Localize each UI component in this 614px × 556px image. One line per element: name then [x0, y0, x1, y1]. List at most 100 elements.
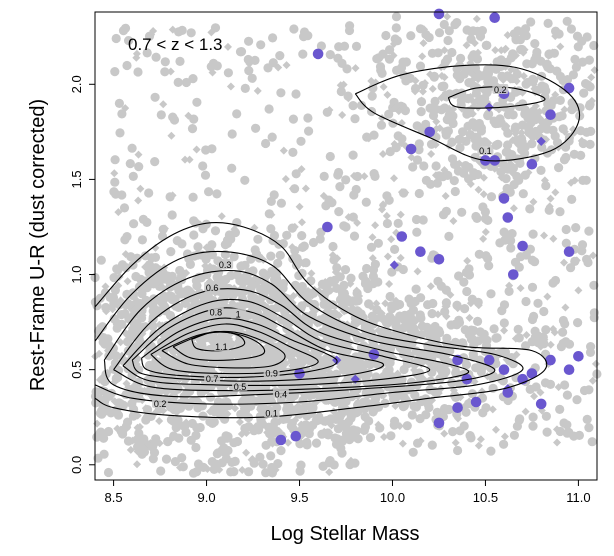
background-point	[313, 353, 323, 363]
background-point	[157, 298, 167, 308]
background-point	[244, 36, 254, 46]
background-point	[156, 110, 166, 120]
background-point	[385, 147, 395, 157]
background-point	[123, 277, 132, 286]
background-point	[91, 387, 101, 397]
background-point	[414, 188, 424, 199]
axes-layer: 8.5 9.0 9.5 10.0 10.5 11.00.00.51.01.52.0	[69, 11, 598, 505]
background-point	[362, 263, 372, 274]
background-point	[585, 139, 595, 149]
background-point	[383, 252, 392, 261]
background-point	[558, 75, 568, 86]
contour-label: 0.4	[275, 389, 288, 399]
background-point	[223, 68, 233, 78]
background-point	[589, 280, 599, 290]
background-point	[419, 39, 428, 48]
background-point	[295, 466, 305, 476]
background-point	[591, 359, 600, 368]
background-point	[344, 362, 353, 371]
highlight-point	[312, 48, 324, 60]
background-point	[517, 44, 527, 55]
background-point	[430, 96, 440, 106]
background-point	[499, 439, 509, 449]
background-point	[561, 303, 570, 312]
background-point	[356, 100, 367, 110]
background-point	[412, 155, 423, 165]
background-point	[324, 378, 333, 387]
background-point	[133, 447, 142, 456]
highlight-point	[563, 364, 575, 376]
background-point	[585, 82, 595, 92]
background-points-layer	[90, 12, 602, 478]
background-point	[207, 250, 217, 260]
background-point	[151, 243, 160, 252]
background-point	[318, 461, 328, 471]
background-point	[123, 417, 133, 427]
background-point	[433, 342, 443, 353]
background-point	[348, 101, 358, 111]
background-point	[192, 467, 202, 477]
background-point	[255, 405, 264, 414]
background-point	[264, 104, 274, 114]
background-point	[418, 215, 428, 225]
background-point	[521, 407, 530, 416]
background-point	[142, 405, 153, 415]
y-tick-label: 0.0	[69, 456, 84, 474]
background-point	[546, 100, 556, 111]
background-point	[282, 230, 292, 240]
background-point	[413, 267, 422, 276]
background-point	[578, 57, 588, 67]
background-point	[341, 175, 351, 185]
background-point	[507, 65, 516, 74]
background-point	[226, 467, 236, 477]
background-point	[110, 169, 119, 178]
background-point	[510, 124, 520, 134]
highlight-point	[389, 260, 399, 270]
background-point	[368, 83, 378, 93]
background-point	[341, 335, 351, 345]
background-point	[370, 171, 380, 181]
background-point	[510, 257, 521, 267]
contour-label-bg	[204, 281, 221, 292]
background-point	[244, 340, 254, 350]
contour-label-bg	[477, 144, 494, 155]
background-point	[382, 218, 392, 229]
background-point	[512, 350, 521, 359]
background-point	[303, 327, 312, 336]
background-point	[466, 180, 475, 189]
background-point	[306, 276, 316, 286]
background-point	[235, 418, 244, 427]
background-point	[348, 212, 358, 222]
background-point	[588, 376, 597, 385]
background-point	[391, 23, 401, 33]
background-point	[178, 462, 188, 472]
background-point	[212, 189, 222, 199]
background-point	[331, 268, 340, 277]
background-point	[512, 421, 523, 431]
background-point	[499, 227, 509, 237]
background-point	[526, 17, 536, 27]
background-point	[298, 242, 308, 252]
background-point	[348, 150, 358, 160]
background-point	[166, 291, 176, 301]
background-point	[366, 242, 377, 252]
background-point	[161, 454, 172, 464]
background-point	[201, 333, 211, 343]
background-point	[484, 261, 494, 271]
background-point	[503, 128, 513, 138]
background-point	[543, 292, 552, 301]
background-point	[198, 161, 208, 171]
contour-label: 1.1	[215, 342, 228, 352]
background-point	[480, 137, 490, 147]
background-point	[582, 254, 592, 264]
background-point	[573, 42, 583, 52]
background-point	[433, 310, 442, 319]
background-point	[449, 176, 459, 186]
background-point	[482, 335, 492, 345]
background-point	[148, 279, 159, 289]
background-point	[500, 432, 509, 441]
background-point	[243, 54, 253, 65]
highlight-point	[350, 374, 360, 384]
background-point	[504, 109, 513, 118]
highlight-point	[535, 398, 547, 410]
